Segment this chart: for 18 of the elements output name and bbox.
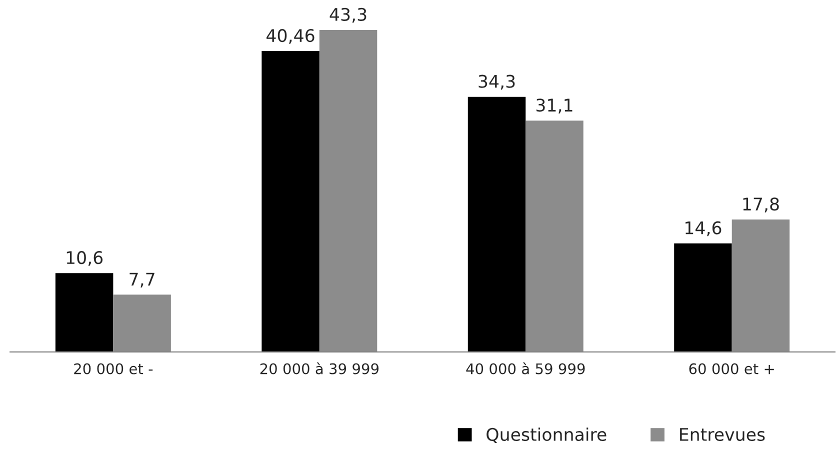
data-label: 10,6	[66, 251, 103, 266]
x-tick-label: 20 000 et -	[74, 363, 153, 374]
x-tick-label: 60 000 et +	[689, 363, 774, 374]
bar	[262, 51, 320, 352]
data-label: 7,7	[130, 272, 154, 288]
legend-label: Entrevues	[680, 428, 765, 442]
data-label: 34,3	[478, 74, 515, 90]
x-tick-label: 40 000 à 59 999	[466, 362, 585, 374]
data-label: 31,1	[536, 98, 572, 114]
data-label: 40,46	[266, 28, 314, 44]
data-label: 43,3	[330, 8, 366, 23]
data-label: 17,8	[743, 197, 779, 212]
legend-label: Questionnaire	[486, 428, 606, 443]
bar	[674, 243, 732, 352]
data-label: 14,6	[686, 221, 722, 236]
bar	[55, 273, 114, 352]
bar	[468, 96, 526, 352]
x-tick-label: 20 000 à 39 999	[260, 362, 379, 374]
